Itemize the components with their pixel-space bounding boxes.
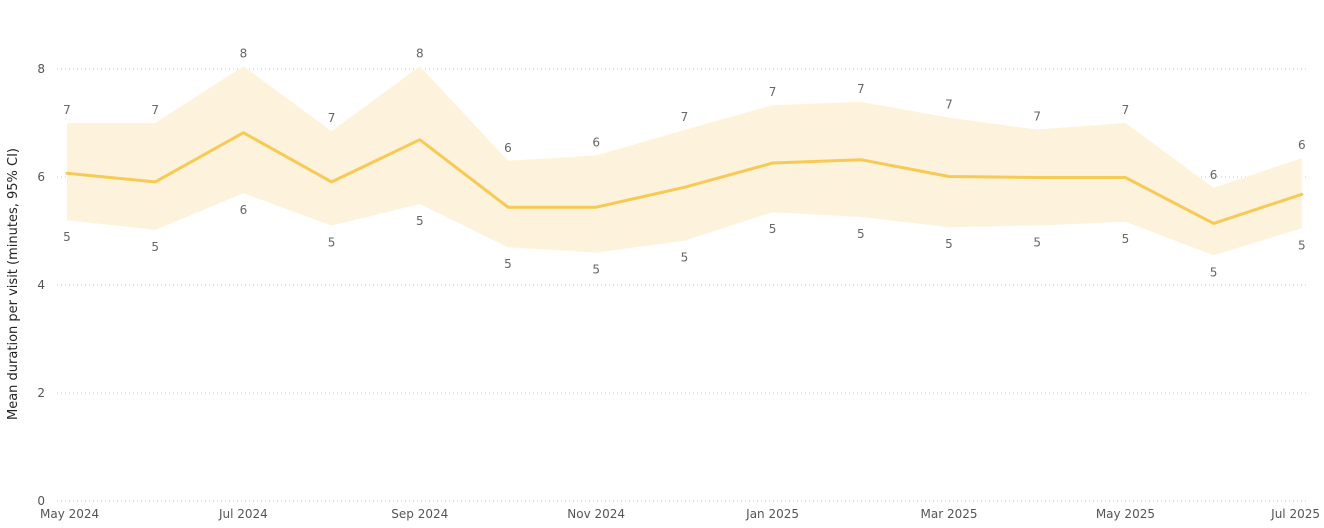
x-tick-label: Mar 2025 (921, 507, 978, 521)
lower-bound-label: 5 (151, 240, 159, 254)
upper-bound-label: 6 (1298, 138, 1306, 152)
y-tick-label: 4 (37, 278, 45, 292)
y-tick-label: 0 (37, 494, 45, 508)
upper-bound-label: 7 (1033, 109, 1041, 123)
lower-bound-label: 5 (1122, 232, 1130, 246)
x-tick-label: May 2025 (1096, 507, 1155, 521)
ci-band-area (67, 66, 1302, 256)
lower-bound-label: 5 (416, 214, 424, 228)
y-tick-label: 8 (37, 62, 45, 76)
upper-bound-label: 7 (328, 111, 336, 125)
x-tick-label: Jul 2024 (218, 507, 268, 521)
lower-bound-label: 5 (1298, 238, 1306, 252)
data-labels: 7 7 8 7 8 6 6 7 7 7 7 7 7 6 6 5 5 6 5 5 5 5 5 5 5 5 5 5 5 5 (63, 46, 1305, 279)
lower-bound-label: 5 (504, 257, 512, 271)
lower-bound-label: 5 (769, 222, 777, 236)
mean-line (65, 131, 1304, 225)
upper-bound-label: 7 (1122, 103, 1130, 117)
upper-bound-label: 7 (151, 103, 159, 117)
lower-bound-label: 5 (945, 237, 953, 251)
upper-bound-label: 8 (240, 46, 248, 60)
upper-bound-label: 8 (416, 46, 424, 60)
x-tick-label: May 2024 (40, 507, 99, 521)
lower-bound-label: 5 (328, 236, 336, 250)
upper-bound-label: 7 (681, 110, 689, 124)
y-axis-label: Mean duration per visit (minutes, 95% CI… (6, 148, 21, 420)
upper-bound-label: 6 (504, 141, 512, 155)
x-axis-ticks: May 2024 Jul 2024 Sep 2024 Nov 2024 Jan 2025… (40, 507, 1320, 521)
x-tick-label: Jan 2025 (745, 507, 799, 521)
y-tick-label: 6 (37, 170, 45, 184)
y-axis-ticks: 0 2 4 6 8 (37, 62, 45, 508)
lower-bound-label: 5 (1210, 265, 1218, 279)
lower-bound-label: 6 (240, 203, 248, 217)
x-tick-label: Nov 2024 (567, 507, 625, 521)
lower-bound-label: 5 (681, 251, 689, 265)
confidence-band (67, 66, 1302, 256)
lower-bound-label: 5 (63, 230, 71, 244)
x-tick-label: Sep 2024 (391, 507, 448, 521)
lower-bound-label: 5 (1033, 236, 1041, 250)
upper-bound-label: 6 (1210, 168, 1218, 182)
upper-bound-label: 7 (945, 98, 953, 112)
lower-bound-label: 5 (592, 263, 600, 277)
upper-bound-label: 6 (592, 135, 600, 149)
upper-bound-label: 7 (769, 85, 777, 99)
y-tick-label: 2 (37, 386, 45, 400)
x-tick-label: Jul 2025 (1270, 507, 1320, 521)
upper-bound-label: 7 (63, 103, 71, 117)
lower-bound-label: 5 (857, 227, 865, 241)
upper-bound-label: 7 (857, 82, 865, 96)
